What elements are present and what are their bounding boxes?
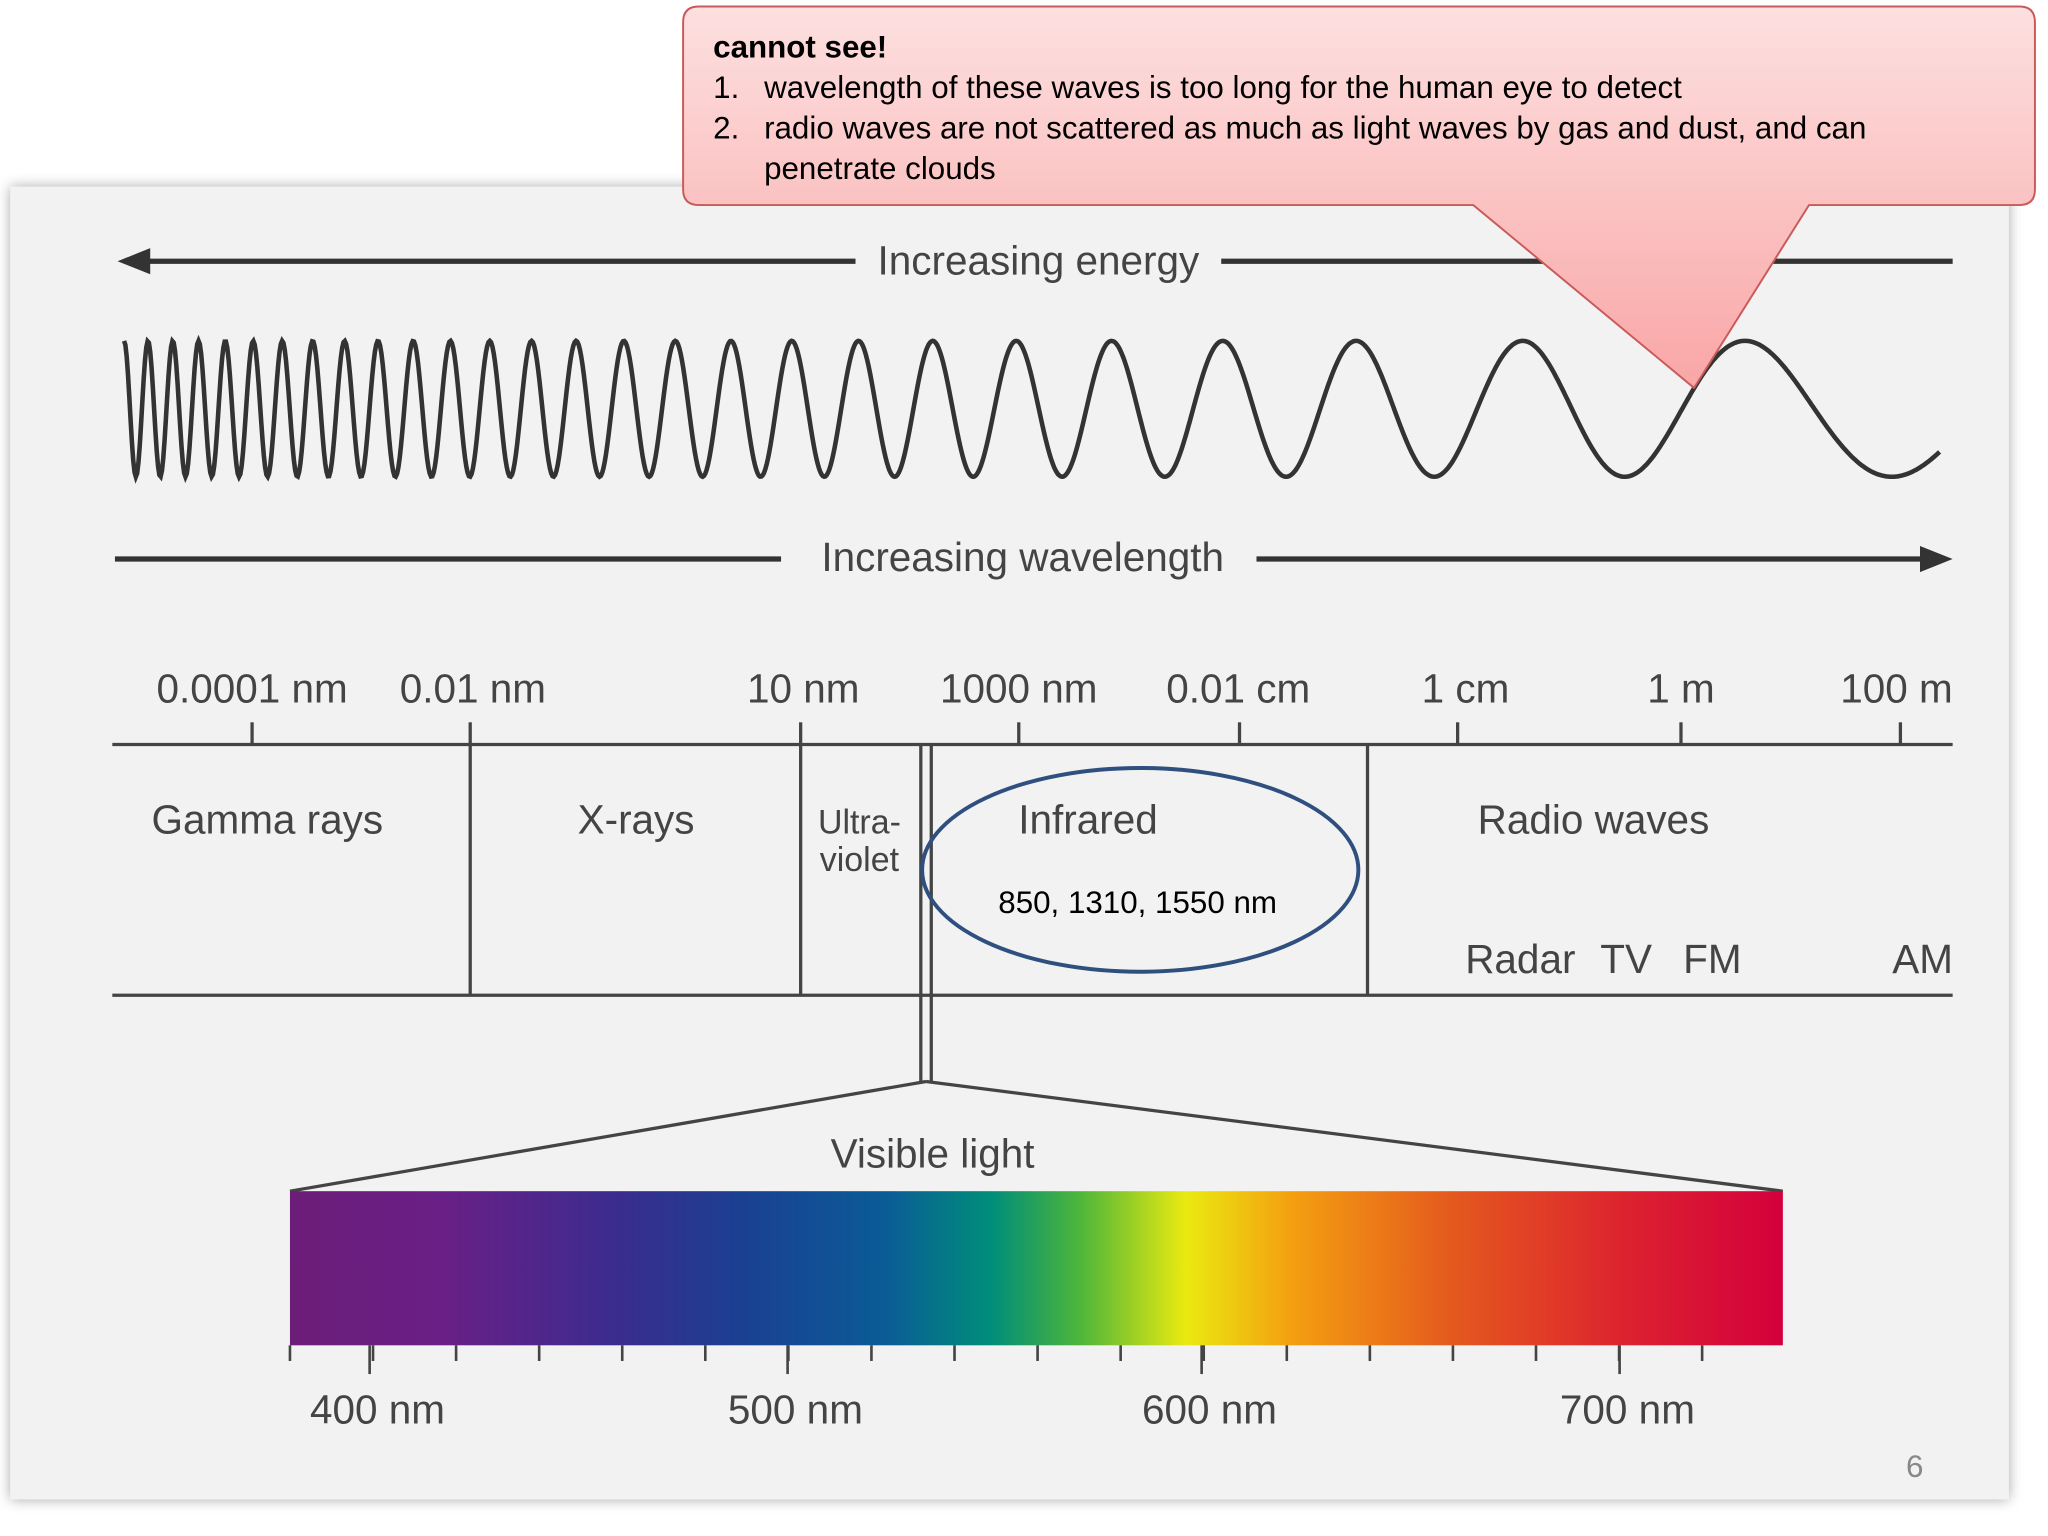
visible-scale-label: 700 nm [1560, 1387, 1695, 1433]
wave [121, 334, 1942, 484]
page-number: 6 [1906, 1449, 1923, 1484]
callout-title: cannot see! [713, 29, 887, 64]
energy-label: Increasing energy [878, 237, 1200, 283]
scale-label: 100 m [1840, 666, 1952, 712]
list-marker: 1. [713, 70, 739, 105]
visible-label: Visible light [831, 1131, 1035, 1177]
visible-scale-label: 600 nm [1142, 1387, 1277, 1433]
callout [682, 5, 2036, 390]
scale-label: 1 m [1647, 666, 1714, 712]
highlight-ellipse [920, 766, 1361, 974]
scale-label: 0.01 cm [1166, 666, 1310, 712]
list-text: penetrate clouds [764, 151, 996, 186]
visible-scale-label: 500 nm [728, 1387, 863, 1433]
visible-spectrum [289, 1191, 1783, 1346]
highlight-text: 850, 1310, 1550 nm [998, 885, 1277, 920]
region-label: violet [820, 841, 900, 879]
region-label: Radio waves [1478, 796, 1710, 842]
list-marker: 2. [713, 110, 739, 145]
visible-scale-label: 400 nm [310, 1387, 445, 1433]
band-label: FM [1683, 936, 1741, 982]
scale-label: 10 nm [747, 666, 859, 712]
wavelength-label: Increasing wavelength [821, 534, 1224, 580]
list-text: radio waves are not scattered as much as… [764, 110, 1866, 145]
scale-label: 0.0001 nm [156, 666, 347, 712]
list-text: wavelength of these waves is too long fo… [763, 70, 1682, 105]
scale-label: 0.01 nm [400, 666, 546, 712]
spectrum-table [112, 742, 1953, 1193]
region-label: X-rays [578, 796, 695, 842]
region-label: Infrared [1018, 796, 1157, 842]
band-label: Radar [1465, 936, 1575, 982]
scale-label: 1000 nm [940, 666, 1098, 712]
band-label: AM [1892, 936, 1953, 982]
scale: 0.0001 nm 0.01 nm 10 nm 1000 nm 0.01 cm 1 cm 1… [156, 666, 1953, 745]
band-label: TV [1600, 936, 1652, 982]
region-label: Gamma rays [152, 796, 384, 842]
region-label: Ultra- [818, 803, 901, 841]
scale-label: 1 cm [1422, 666, 1510, 712]
visible-scale: 400 nm 500 nm 600 nm 700 nm [288, 1345, 1704, 1433]
